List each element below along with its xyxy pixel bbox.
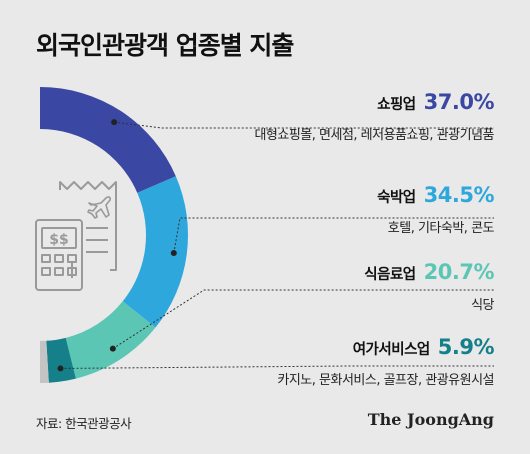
leader-dot-1 — [111, 119, 118, 126]
category-label-2: 숙박업 34.5% 호텔, 기타숙박, 콘도 — [377, 183, 494, 236]
source-note: 자료: 한국관광공사 — [36, 416, 132, 431]
category-description: 식당 — [471, 298, 494, 313]
donut-segment-2 — [122, 176, 189, 328]
category-label-4: 여가서비스업 5.9% 카지노, 문화서비스, 골프장, 관광유원시설 — [277, 335, 494, 388]
leader-line-3 — [112, 289, 494, 350]
donut-segment-1 — [40, 87, 176, 193]
donut-segment-3 — [65, 301, 156, 379]
chart-title: 외국인관광객 업종별 지출 — [36, 31, 294, 60]
leader-line-1 — [114, 121, 494, 129]
donut-segment-4 — [46, 337, 76, 383]
category-description: 카지노, 문화서비스, 골프장, 관광유원시설 — [277, 373, 494, 388]
category-description: 대형쇼핑몰, 면세점, 레저용품쇼핑, 관광기념품 — [254, 128, 494, 143]
category-name: 숙박업 — [377, 190, 416, 206]
category-value: 34.5% — [423, 183, 495, 207]
leader-line-4 — [60, 365, 494, 369]
category-label-1: 쇼핑업 37.0% 대형쇼핑몰, 면세점, 레저용품쇼핑, 관광기념품 — [254, 90, 494, 143]
category-label-3: 식음료업 20.7% 식당 — [364, 260, 494, 313]
category-description: 호텔, 기타숙박, 콘도 — [387, 221, 495, 236]
leader-dot-2 — [170, 249, 177, 256]
category-name: 식음료업 — [364, 267, 416, 283]
category-value: 20.7% — [423, 260, 495, 284]
leader-line-2 — [173, 217, 494, 254]
category-value: 37.0% — [423, 90, 495, 114]
category-value: 5.9% — [437, 335, 495, 359]
donut-segment-remainder — [40, 340, 49, 383]
svg-text:$$: $$ — [49, 232, 68, 248]
brand-logo: The JoongAng — [367, 410, 494, 429]
leader-dot-4 — [57, 365, 64, 372]
category-name: 여가서비스업 — [352, 342, 431, 358]
category-name: 쇼핑업 — [377, 97, 416, 113]
leader-dot-3 — [109, 345, 116, 352]
travel-expense-icon: $$ — [35, 181, 117, 291]
